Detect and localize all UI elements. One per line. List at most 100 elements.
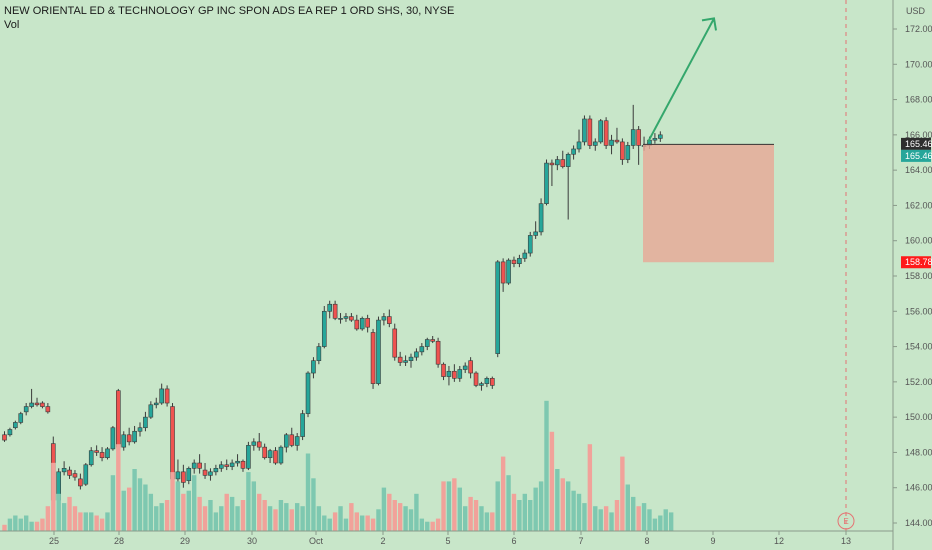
volume-bar [538, 481, 544, 531]
volume-bar [571, 490, 576, 531]
candle-up [582, 118, 587, 143]
volume-bar [186, 490, 191, 531]
candle-up [506, 259, 511, 284]
volume-bar [116, 444, 121, 531]
candle-up [213, 468, 219, 473]
candle-up [652, 138, 658, 141]
candle-down [67, 469, 72, 476]
candle-down [273, 450, 278, 464]
price-tick-label: 168.00 [905, 95, 932, 105]
candle-down [78, 478, 83, 487]
candle-up [321, 310, 327, 347]
volume-layer [2, 400, 674, 531]
candle-down [430, 339, 435, 342]
candle-up [327, 303, 333, 312]
volume-bar [414, 493, 419, 531]
time-tick-label: 2 [380, 536, 385, 546]
volume-bar [500, 456, 506, 531]
volume-bar [208, 500, 213, 531]
volume-bar [668, 512, 674, 531]
volume-bar [240, 500, 246, 531]
volume-bar [137, 478, 143, 531]
candle-down [614, 139, 620, 143]
candle-up [419, 346, 425, 353]
candle-up [609, 139, 614, 146]
candle-up [598, 120, 604, 143]
candle-down [40, 402, 45, 407]
candle-up [18, 413, 24, 423]
volume-bar [647, 509, 652, 531]
volume-bar [51, 462, 56, 531]
volume-bar [83, 512, 88, 531]
volume-bar [219, 506, 224, 531]
volume-bar [343, 518, 349, 531]
candle-down [256, 441, 262, 448]
volume-bar [89, 512, 94, 531]
volume-bar [544, 400, 549, 531]
candle-down [116, 390, 121, 448]
volume-bar [631, 496, 636, 531]
volume-bar [408, 509, 414, 531]
volume-bar [490, 512, 495, 531]
time-tick-label: 6 [511, 536, 516, 546]
candle-down [636, 129, 641, 146]
volume-bar [587, 444, 593, 531]
candle-down [262, 446, 267, 459]
candle-down [468, 360, 473, 374]
volume-bar [67, 496, 72, 531]
time-axis[interactable]: 25 28 29 30 Oct 2 5 6 7 8 9 12 13 [0, 530, 893, 546]
candle-down [392, 328, 398, 358]
candle-up [83, 464, 89, 485]
volume-bar [576, 493, 582, 531]
candle-up [381, 316, 387, 321]
price-tick-label: 164.00 [905, 165, 932, 175]
candle-up [533, 231, 538, 236]
volume-bar [495, 481, 500, 531]
time-tick-label: 5 [445, 536, 450, 546]
candle-up [359, 318, 365, 330]
risk-zone-rect [643, 144, 774, 263]
candle-up [284, 434, 289, 448]
time-tick-label: 12 [774, 536, 784, 546]
price-tick-label: 172.00 [905, 24, 932, 34]
volume-bar [159, 503, 164, 531]
price-tick-label: 166.00 [905, 130, 932, 140]
candle-up [235, 460, 240, 464]
candle-up [495, 261, 501, 354]
volume-bar [463, 506, 468, 531]
candle-up [294, 436, 300, 446]
candle-down [240, 460, 246, 469]
candle-up [338, 318, 343, 320]
candle-down [603, 120, 609, 146]
volume-bar [511, 493, 517, 531]
candle-down [387, 316, 392, 324]
candle-up [300, 413, 305, 437]
volume-bar [45, 506, 51, 531]
candle-up [229, 462, 235, 467]
candle-up [658, 134, 663, 139]
candle-up [175, 471, 181, 480]
price-axis[interactable]: 172.00 170.00 168.00 166.00 164.00 162.00 160.… [892, 0, 932, 550]
volume-bar [620, 456, 625, 531]
time-tick-label: 29 [180, 536, 190, 546]
volume-bar [305, 453, 311, 531]
time-tick-label: 9 [710, 536, 715, 546]
volume-bar [192, 475, 197, 531]
volume-bar [641, 503, 647, 531]
candle-down [500, 261, 506, 284]
volume-bar [148, 493, 154, 531]
time-tick-label: 7 [578, 536, 583, 546]
candle-down [2, 434, 7, 441]
bid-price-tag-bg [901, 149, 931, 162]
price-tick-label: 156.00 [905, 306, 932, 316]
candle-up [565, 153, 571, 167]
candle-up [571, 148, 576, 155]
candle-down [435, 340, 441, 365]
candle-down [94, 450, 99, 453]
volume-bar [376, 509, 381, 531]
volume-bar [132, 469, 137, 531]
volume-bar [603, 506, 609, 531]
candle-up [88, 450, 94, 466]
